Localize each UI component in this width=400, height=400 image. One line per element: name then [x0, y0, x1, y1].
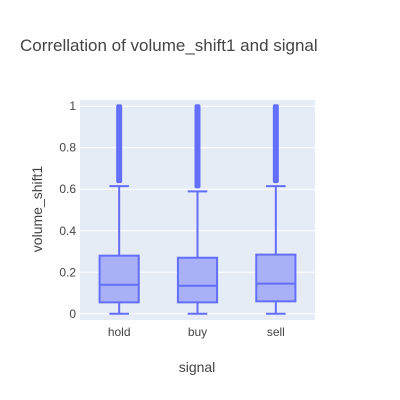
outliers	[194, 104, 201, 189]
y-tick-label: 0.8	[59, 141, 76, 155]
y-axis-ticks: 0 0.2 0.4 0.6 0.8 1	[59, 99, 76, 321]
outliers	[272, 104, 279, 184]
x-axis-title: signal	[179, 359, 216, 375]
y-tick-label: 0.2	[59, 265, 76, 279]
y-tick-label: 0.6	[59, 182, 76, 196]
x-axis-ticks: hold buy sell	[108, 325, 285, 339]
x-tick-label: sell	[267, 325, 285, 339]
box-iqr	[176, 256, 219, 304]
box-sell	[255, 104, 297, 315]
y-tick-label: 0	[69, 307, 76, 321]
box-buy	[176, 104, 219, 315]
box-hold	[98, 104, 140, 315]
outliers	[116, 104, 123, 184]
boxes	[98, 104, 297, 315]
chart-title: Correllation of volume_shift1 and signal	[20, 36, 318, 55]
box-iqr	[98, 254, 140, 304]
x-tick-label: hold	[108, 325, 131, 339]
y-tick-label: 0.4	[59, 224, 76, 238]
x-tick-label: buy	[188, 325, 207, 339]
box-iqr	[255, 253, 297, 303]
y-axis-title: volume_shift1	[29, 166, 45, 253]
y-tick-label: 1	[69, 99, 76, 113]
